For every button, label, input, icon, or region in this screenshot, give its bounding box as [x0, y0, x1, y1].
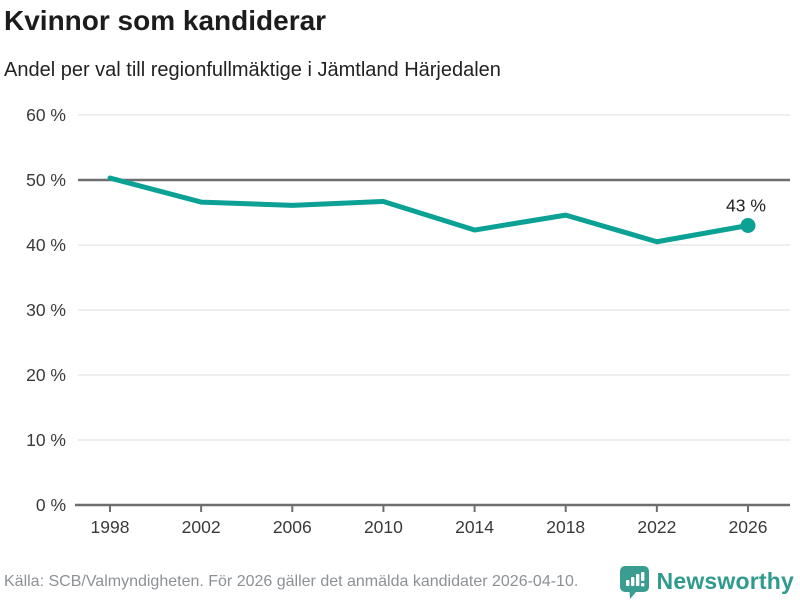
y-axis-tick-label: 40 % — [26, 235, 66, 255]
line-chart: 0 % 10 % 20 % 30 % 40 % 50 % 60 % 1998 2002 2006 2… — [0, 95, 800, 555]
x-axis-tick-label: 1998 — [91, 517, 130, 537]
y-axis-tick-label: 60 % — [26, 105, 66, 125]
x-axis-tick-label: 2018 — [546, 517, 585, 537]
newsworthy-logo-link[interactable]: Newsworthy — [619, 565, 794, 599]
newsworthy-logo-text: Newsworthy — [656, 568, 794, 594]
y-axis-tick-label: 10 % — [26, 430, 66, 450]
x-axis-tick-label: 2006 — [273, 517, 312, 537]
source-note: Källa: SCB/Valmyndigheten. För 2026 gäll… — [4, 572, 579, 590]
y-axis-tick-label: 50 % — [26, 170, 66, 190]
x-axis-tick-label: 2002 — [182, 517, 221, 537]
x-axis-tick-label: 2014 — [455, 517, 494, 537]
page-title: Kvinnor som kandiderar — [4, 5, 327, 36]
y-axis-tick-label: 20 % — [26, 365, 66, 385]
last-point-value-label: 43 % — [726, 196, 766, 216]
y-axis-tick-label: 30 % — [26, 300, 66, 320]
newsworthy-speech-bubble-bars-icon — [619, 565, 650, 599]
chart-canvas: 0 % 10 % 20 % 30 % 40 % 50 % 60 % 1998 2002 2006 2… — [26, 105, 790, 537]
x-axis-tick-label: 2026 — [729, 517, 768, 537]
x-axis-tick-label: 2022 — [637, 517, 676, 537]
y-axis-tick-label: 0 % — [36, 495, 66, 515]
footer: Källa: SCB/Valmyndigheten. För 2026 gäll… — [0, 563, 800, 600]
data-series-line — [107, 175, 751, 245]
x-axis-tick-label: 2010 — [364, 517, 403, 537]
page-subtitle: Andel per val till regionfullmäktige i J… — [4, 59, 501, 81]
last-point-dot — [740, 218, 756, 233]
